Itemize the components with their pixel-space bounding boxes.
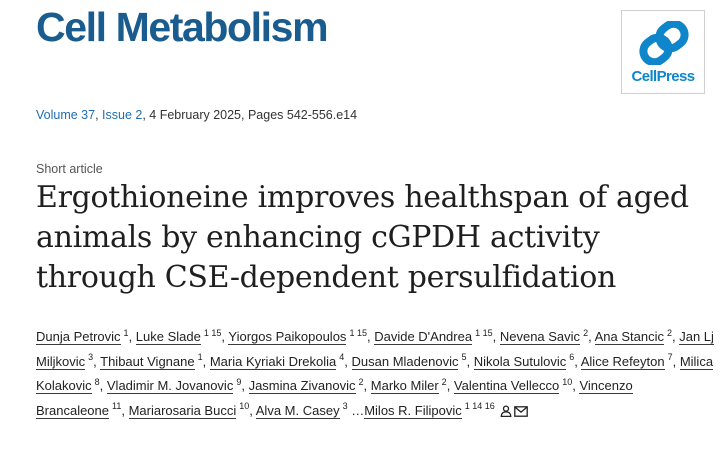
author-affiliation: 2 [583,327,589,338]
author-affiliation: 8 [94,376,100,387]
author-separator: , [588,329,595,344]
author-affiliation: 9 [236,376,242,387]
author-list: Dunja Petrovic 1, Luke Slade 1 15, Yiorgos… [36,325,716,424]
author-name: Luke Slade [135,329,201,344]
cellpress-logo-icon [639,21,689,65]
author-separator: , [574,353,581,369]
person-icon[interactable] [500,405,512,418]
author-name: Nikola Sutulovic [473,353,567,369]
author-affiliation: 6 [569,352,575,363]
author-name: Mariarosaria Bucci [128,402,237,418]
corresponding-author-icons [498,399,528,424]
author-link[interactable]: Dunja Petrovic [36,329,121,345]
author-affiliation: 1 15 [349,327,367,338]
author-separator: , [672,353,680,369]
author-name: Yiorgos Paikopoulos [228,329,347,344]
author-link[interactable]: Yiorgos Paikopoulos [228,329,347,345]
author-separator: , [202,353,210,369]
author-affiliation: 1 [123,327,129,338]
author-link[interactable]: Davide D'Andrea [374,329,473,345]
author-separator: , [344,353,352,369]
author-separator: , [241,378,249,394]
author-name: Maria Kyriaki Drekolia [209,353,337,369]
author-link[interactable]: Vincenzo Brancaleone [36,378,633,419]
author-separator: , [492,329,500,344]
author-name: Nevena Savic [499,329,581,344]
author-affiliation: 7 [667,352,673,363]
author-affiliation: 2 [441,376,447,387]
author-name: Milos R. Filipovic [364,402,462,418]
author-name: Valentina Vellecco [453,378,560,394]
author-separator: , [93,353,101,369]
author-link[interactable]: Milica Kolakovic [36,353,714,395]
author-affiliation: 3 [88,352,94,363]
author-affiliation: 1 14 16 [464,401,495,412]
author-link[interactable]: Alice Refeyton [580,353,665,370]
envelope-icon[interactable] [513,406,528,417]
author-name: Alice Refeyton [580,353,665,369]
author-name: Alva M. Casey [255,402,340,418]
journal-title[interactable]: Cell Metabolism [36,4,329,50]
author-name: Davide D'Andrea [374,329,473,344]
authors-ellipsis: … [351,402,365,418]
author-link[interactable]: Valentina Vellecco [453,378,560,395]
author-affiliation: 5 [461,352,467,363]
author-affiliation: 11 [112,401,122,412]
author-separator: , [671,329,680,344]
author-link[interactable]: Ana Stancic [594,329,664,345]
author-affiliation: 1 [197,352,203,363]
author-separator: , [128,329,136,344]
issue-link[interactable]: Issue 2 [102,108,143,122]
author-affiliation: 2 [666,327,672,338]
cellpress-logo[interactable]: CellPress [621,10,705,94]
author-separator: , [446,378,454,394]
author-name: Jan Lj Miljkovic [36,329,714,369]
author-name: Vincenzo Brancaleone [36,378,633,418]
author-separator: , [572,378,580,394]
author-link[interactable]: Milos R. Filipovic [364,402,462,419]
author-separator: , [121,402,129,418]
author-link[interactable]: Jasmina Zivanovic [248,378,356,395]
author-name: Marko Miler [370,378,439,394]
author-affiliation: 2 [358,376,364,387]
author-link[interactable]: Thibaut Vignane [100,353,195,370]
author-name: Jasmina Zivanovic [248,378,356,394]
author-name: Ana Stancic [594,329,664,344]
author-separator: , [221,329,229,344]
issue-details: , 4 February 2025, Pages 542-556.e14 [142,108,358,122]
issue-line: Volume 37, Issue 2, 4 February 2025, Pag… [36,108,358,122]
author-link[interactable]: Nevena Savic [499,329,581,345]
author-name: Vladimir M. Jovanovic [106,378,234,394]
author-separator: , [363,378,371,394]
author-affiliation: 10 [562,376,573,387]
author-link[interactable]: Alva M. Casey [255,402,340,419]
author-link[interactable]: Nikola Sutulovic [473,353,567,370]
author-name: Milica Kolakovic [36,353,714,394]
article-type: Short article [36,162,103,176]
author-link[interactable]: Jan Lj Miljkovic [36,329,714,370]
author-separator: , [366,329,375,344]
author-link[interactable]: Dusan Mladenovic [351,353,459,370]
article-title: Ergothioneine improves healthspan of age… [36,180,689,295]
author-link[interactable]: Marko Miler [370,378,439,395]
author-separator: , [99,378,107,394]
author-affiliation: 10 [239,401,250,412]
author-separator: , [466,353,474,369]
cellpress-logo-text: CellPress [631,68,696,85]
author-name: Dusan Mladenovic [351,353,459,369]
author-link[interactable]: Mariarosaria Bucci [128,402,237,419]
author-link[interactable]: Luke Slade [135,329,201,345]
author-name: Dunja Petrovic [36,329,121,344]
author-affiliation: 1 15 [475,327,493,338]
author-affiliation: 4 [339,352,345,363]
author-name: Thibaut Vignane [100,353,195,369]
author-link[interactable]: Vladimir M. Jovanovic [106,378,234,395]
volume-link[interactable]: Volume 37 [36,108,96,122]
author-affiliation: 1 15 [203,327,222,338]
author-link[interactable]: Maria Kyriaki Drekolia [209,353,337,370]
author-affiliation: 3 [342,401,348,412]
author-separator: , [249,402,256,418]
